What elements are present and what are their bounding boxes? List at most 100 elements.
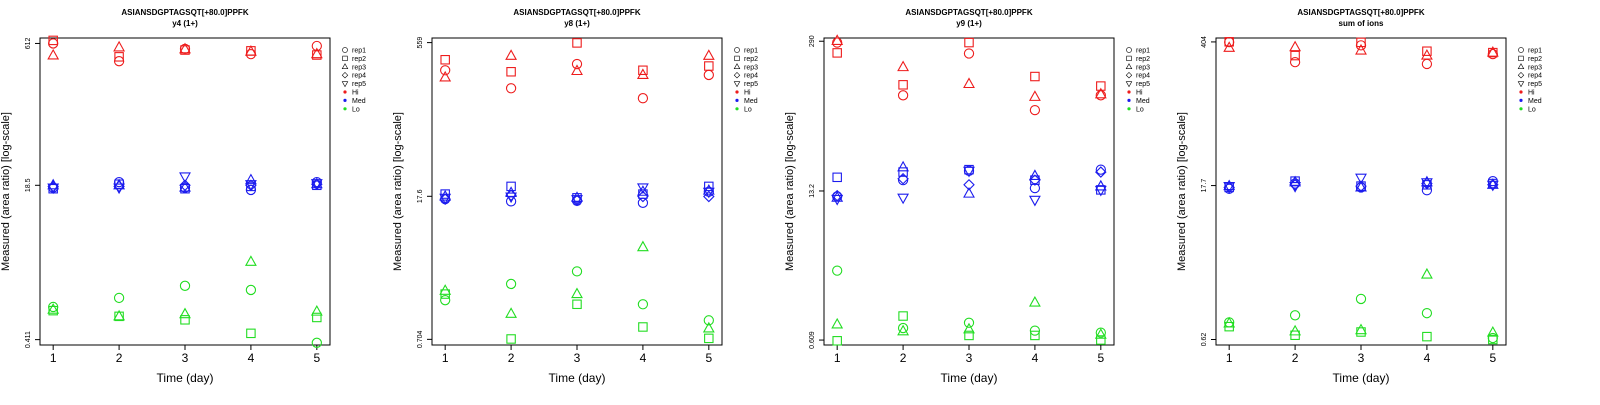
chart-panel-4: ASIANSDGPTAGSQT[+80.0]PPFK sum of ions 1 2 3… [1176,8,1542,385]
square-icon-mark [342,55,348,62]
data-point-hi-triangle-up [571,64,583,76]
data-point-hi-circle [1029,104,1041,116]
circle-icon [1126,47,1132,53]
x-tick-label: 1 [834,351,841,365]
data-point-lo-circle [571,266,583,277]
x-tick-label: 3 [182,351,189,365]
data-point-hi-square [114,52,124,62]
y-axis-label: Measured (area ratio) [log-scale] [784,112,796,271]
data-point-med-triangle-down [1355,173,1367,185]
circle-icon [734,47,740,53]
data-point-lo-circle [505,278,517,290]
data-point-med-triangle-down [831,194,844,206]
data-point-hi-triangle-up [1420,48,1433,60]
legend-label-rep5: rep5 [1528,81,1542,88]
square-icon [342,55,348,62]
data-point-lo-circle [1355,293,1367,305]
legend-label-rep2: rep2 [1136,56,1150,63]
data-point-med-diamond [1029,174,1041,186]
data-point-med-circle [637,197,649,208]
data-point-med-diamond [831,189,843,202]
data-point-lo-square [572,299,582,310]
data-point-hi-triangle-up [505,49,518,60]
chart-title: ASIANSDGPTAGSQT[+80.0]PPFK [905,8,1032,17]
triangle-down-icon [1517,81,1525,88]
data-point-hi-square [1422,46,1432,56]
legend-label-rep1: rep1 [352,48,366,55]
x-axis-label: Time (day) [157,371,214,385]
x-tick-label: 1 [50,351,57,365]
data-point-lo-square [832,336,842,346]
legend-label-lo: Lo [352,106,360,113]
circle-icon [1518,47,1524,53]
data-point-lo-triangle-up [1028,295,1041,307]
triangle-down-icon-mark [733,81,741,88]
data-point-hi-square [1356,37,1366,48]
square-icon-mark [1518,55,1524,62]
x-tick-label: 3 [574,351,581,365]
legend-label-rep4: rep4 [1528,73,1542,80]
x-tick-label: 4 [640,351,647,365]
chart-subtitle: y8 (1+) [564,19,590,28]
data-point-med-triangle-down [1223,182,1236,193]
x-tick-label: 5 [1097,351,1104,365]
data-point-med-triangle-up [636,185,649,196]
data-point-med-triangle-up [702,183,715,195]
data-point-med-triangle-down [963,166,975,178]
x-tick-label: 1 [1226,351,1233,365]
data-point-med-triangle-up [897,160,910,172]
data-point-lo-square [898,311,908,321]
x-tick-label: 4 [1032,351,1039,365]
square-icon [1126,55,1132,62]
data-point-med-triangle-up [439,189,452,201]
data-point-med-diamond [1095,166,1107,178]
legend-label-rep2: rep2 [352,56,366,63]
chart-panel-2: ASIANSDGPTAGSQT[+80.0]PPFK y8 (1+) 1 2 3 4 5 55… [392,8,758,385]
data-point-med-triangle-down [1486,180,1499,192]
triangle-up-icon [1517,63,1525,70]
legend-label-lo: Lo [744,106,752,113]
data-point-lo-square [964,330,974,341]
data-point-hi-triangle-up [702,49,715,60]
data-point-hi-triangle-up [244,45,257,56]
x-tick-label: 5 [313,351,320,365]
data-point-hi-triangle-up [897,60,910,72]
data-point-lo-square [704,333,714,344]
data-point-hi-triangle-up [179,42,191,54]
y-tick-label: 0.609 [809,331,816,349]
x-tick-label: 3 [1358,351,1365,365]
data-point-hi-circle [703,69,714,81]
y-tick-label: 17.7 [1201,179,1208,193]
x-tick-label: 4 [1424,351,1431,365]
x-tick-label: 4 [248,351,255,365]
data-point-lo-triangle-up [702,321,715,333]
x-axis-label: Time (day) [549,371,606,385]
data-point-med-diamond [179,179,191,192]
data-point-hi-circle [440,65,451,76]
data-point-med-triangle-up [571,191,583,202]
triangle-up-icon-mark [341,63,349,70]
data-point-med-circle [1029,182,1041,194]
data-point-lo-triangle-up [179,307,191,319]
data-point-lo-triangle-up [831,317,844,329]
legend-dot-lo [735,107,739,111]
legend-label-rep3: rep3 [744,64,758,71]
data-point-hi-square [312,50,322,60]
data-point-med-triangle-up [1094,179,1107,191]
data-point-med-diamond [897,172,909,185]
data-point-med-triangle-down [1289,182,1302,193]
data-point-hi-circle [832,37,843,48]
legend-dot-hi [735,90,739,94]
legend-label-rep2: rep2 [1528,56,1542,63]
data-point-lo-triangle-up [439,284,452,295]
data-point-med-triangle-down [702,187,715,199]
data-point-lo-square [1422,331,1432,342]
legend-label-med: Med [1136,98,1150,105]
data-point-med-triangle-down [1028,195,1041,207]
data-point-hi-triangle-up [439,70,452,82]
data-point-med-square [1030,175,1040,185]
data-point-hi-square [1030,71,1040,82]
data-point-hi-square [572,38,582,48]
data-point-hi-triangle-up [1223,41,1236,52]
